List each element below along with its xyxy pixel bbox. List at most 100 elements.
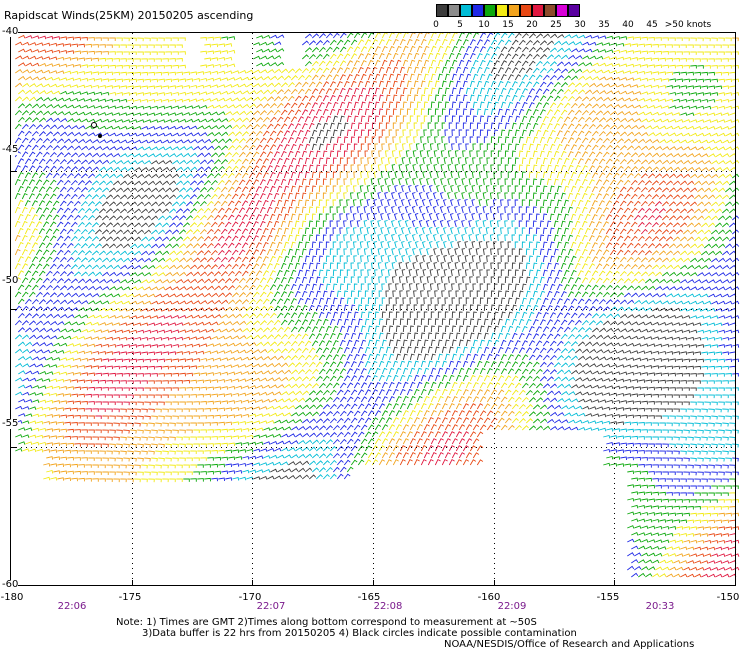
wind-barb	[346, 353, 353, 361]
wind-barb	[556, 298, 563, 305]
wind-barb	[189, 222, 197, 228]
wind-barb	[582, 41, 590, 46]
wind-barb	[687, 293, 695, 298]
wind-barb	[549, 340, 557, 347]
wind-barb	[514, 297, 520, 305]
wind-barb	[472, 73, 479, 81]
wind-barb	[619, 285, 627, 291]
wind-barb	[570, 341, 578, 347]
wind-barb	[158, 65, 165, 69]
wind-barb	[253, 363, 261, 368]
wind-barb	[29, 69, 37, 74]
wind-barb	[245, 207, 253, 214]
wind-barb	[63, 249, 71, 256]
wind-barb	[511, 94, 518, 102]
wind-barb	[332, 241, 337, 249]
wind-barb	[116, 373, 123, 377]
wind-barb	[665, 222, 673, 228]
wind-barb	[385, 346, 391, 354]
wind-barb	[624, 70, 632, 75]
wind-barb	[645, 365, 653, 369]
wind-barb	[633, 271, 641, 277]
wind-barb	[343, 304, 349, 312]
wind-barb	[504, 150, 509, 158]
wind-barb	[304, 171, 310, 179]
wind-barb	[385, 66, 392, 74]
wind-barb	[683, 257, 691, 263]
wind-barb	[207, 91, 215, 95]
wind-barb	[371, 346, 378, 354]
wind-barb	[465, 325, 471, 333]
wind-barb	[105, 222, 114, 228]
wind-barb	[141, 264, 149, 270]
wind-barb	[556, 157, 563, 165]
wind-barb	[36, 320, 44, 326]
wind-barb	[483, 66, 490, 74]
wind-barb	[398, 248, 402, 256]
wind-barb	[414, 198, 419, 207]
wind-barb	[574, 220, 581, 228]
wind-barb	[652, 350, 660, 355]
wind-barb	[420, 108, 425, 116]
wind-barb	[419, 262, 423, 270]
wind-barb	[616, 138, 624, 144]
wind-barb	[482, 192, 487, 200]
wind-barb	[486, 59, 493, 67]
wind-barb	[353, 311, 359, 319]
wind-barb	[172, 132, 180, 137]
wind-barb	[260, 96, 268, 102]
wind-barb	[416, 339, 422, 347]
wind-barb	[276, 241, 283, 249]
wind-barb	[130, 160, 138, 165]
wind-barb	[581, 178, 588, 186]
wind-barb	[378, 136, 383, 144]
wind-barb	[204, 138, 212, 144]
wind-barb	[457, 227, 461, 235]
wind-barb	[472, 143, 476, 151]
wind-barb	[521, 74, 529, 81]
wind-barb	[70, 249, 78, 256]
wind-barb	[196, 250, 204, 256]
wind-barb	[311, 297, 318, 305]
wind-barb	[81, 132, 89, 137]
wind-barb	[183, 365, 191, 370]
wind-barb	[155, 250, 163, 256]
wind-barb	[141, 250, 149, 256]
wind-barb	[395, 31, 402, 39]
wind-barb	[109, 159, 117, 165]
wind-barb	[514, 60, 522, 67]
wind-barb	[486, 143, 491, 150]
wind-barb	[179, 159, 187, 165]
wind-barb	[64, 335, 72, 340]
wind-barb	[221, 328, 229, 333]
wind-barb	[262, 158, 270, 165]
wind-barb	[701, 44, 708, 49]
wind-barb	[549, 354, 557, 361]
wind-barb	[432, 192, 437, 200]
wind-barb	[67, 131, 75, 137]
wind-barb	[22, 55, 30, 60]
wind-barb	[273, 234, 280, 242]
wind-barb	[454, 178, 458, 186]
wind-barb	[385, 332, 391, 340]
wind-barb	[106, 166, 114, 172]
wind-barb	[409, 297, 413, 305]
wind-barb	[297, 116, 304, 123]
wind-barb	[141, 293, 149, 298]
wind-barb	[304, 157, 310, 165]
wind-barb	[385, 290, 389, 298]
wind-barb	[581, 291, 589, 298]
wind-barb	[43, 97, 51, 102]
wind-barb	[602, 249, 610, 256]
wind-barb	[308, 347, 316, 354]
wind-barb	[469, 304, 474, 312]
wind-barb	[497, 66, 504, 74]
wind-barb	[465, 283, 469, 291]
wind-barb	[276, 116, 284, 123]
wind-barb	[141, 336, 149, 341]
wind-barb	[602, 207, 610, 214]
wind-barb	[332, 199, 336, 207]
wind-barb	[514, 87, 521, 95]
wind-barb	[200, 118, 208, 123]
wind-barb	[203, 250, 211, 256]
